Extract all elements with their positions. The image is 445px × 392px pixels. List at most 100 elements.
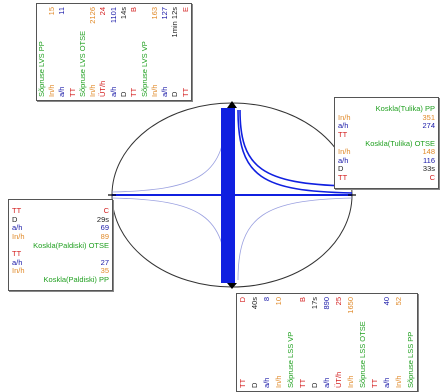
metric-row: ÜT/h 25 xyxy=(334,294,344,391)
metric-label: In/h xyxy=(47,84,57,97)
metric-row: TT B xyxy=(129,4,139,100)
metric-row: TT C xyxy=(9,207,112,216)
metric-row: a/h 11 xyxy=(57,4,67,100)
metric-row: a/h 890 xyxy=(321,294,332,391)
metric-row: TT C xyxy=(335,173,438,183)
metric-row: a/h 116 xyxy=(335,155,438,166)
approach-title: Sõpruse LSS PP xyxy=(405,294,416,391)
metric-label: In/h xyxy=(345,375,355,388)
metric-label: TT xyxy=(338,173,348,183)
metric-value: 163 xyxy=(149,7,159,20)
metric-value: 1650 xyxy=(345,297,355,314)
metric-row: TT xyxy=(335,130,438,140)
metric-label: TT xyxy=(369,378,379,388)
metric-label: TT xyxy=(297,378,307,388)
metric-label: a/h xyxy=(12,257,23,267)
approach-title: Sõpruse LVS OTSE xyxy=(78,4,88,100)
approach-title-text: Koskla(Paldiski) PP xyxy=(43,275,109,285)
approach-title: Sõpruse LSS OTSE xyxy=(358,294,368,391)
metric-row: In/h 148 xyxy=(335,148,438,157)
metric-value: E xyxy=(180,7,190,13)
rotated-content: TT D D 40s a/h 8 In/h 10 Sõpruse LSS VP TT B D 17s a/… xyxy=(237,294,417,391)
metric-label: In/h xyxy=(338,147,351,157)
metric-label: D xyxy=(12,214,18,224)
metric-label: a/h xyxy=(57,86,67,97)
metric-label: a/h xyxy=(261,377,271,388)
metric-label: a/h xyxy=(381,377,391,388)
metric-row: TT E xyxy=(180,4,191,100)
metric-row: D 17s xyxy=(309,294,320,391)
metric-label: TT xyxy=(12,249,22,259)
metric-label: In/h xyxy=(393,375,403,388)
panel-koskla-tulika: Koskla(Tulika) PP In/h 351 a/h 274 TT Koskla(T… xyxy=(334,97,439,189)
metric-value: 17s xyxy=(309,297,319,310)
metric-row: ÜT/h 24 xyxy=(98,4,108,100)
metric-label: a/h xyxy=(12,223,23,233)
metric-value: 10 xyxy=(273,297,283,306)
metric-value: B xyxy=(129,7,139,13)
metric-value: 127 xyxy=(160,7,170,20)
metric-value: 1101 xyxy=(108,7,118,24)
metric-row: a/h 69 xyxy=(9,224,112,233)
metric-value: 14s xyxy=(118,7,128,20)
metric-label: a/h xyxy=(321,377,331,388)
metric-value: 40s xyxy=(249,297,259,310)
metric-row: TT D xyxy=(238,294,248,391)
metric-row: TT xyxy=(67,4,78,100)
approach-title-text: Koskla(Paldiski) OTSE xyxy=(33,240,109,250)
approach-title: Koskla(Tulika) OTSE xyxy=(335,138,438,149)
approach-title: Sõpruse LSS VP xyxy=(286,294,296,391)
metric-value: 2126 xyxy=(88,7,98,24)
metric-row: a/h 40 xyxy=(381,294,392,391)
metric-row: In/h 2126 xyxy=(88,4,98,100)
approach-title: Sõpruse LVS PP xyxy=(37,4,47,100)
metric-row: D 1min 12s xyxy=(170,4,180,100)
metric-row: In/h 35 xyxy=(9,267,112,276)
metric-row: D 33s xyxy=(335,165,438,174)
metric-label: a/h xyxy=(108,86,118,97)
panel-sopruse-lvs: Sõpruse LVS PP In/h 15 a/h 11 TT Sõpruse LVS O… xyxy=(36,3,192,101)
metric-label: D xyxy=(309,382,319,388)
approach-title: Koskla(Paldiski) OTSE xyxy=(9,240,112,251)
metric-row: In/h 15 xyxy=(47,4,57,100)
metric-value: 33s xyxy=(422,164,435,174)
metric-row: In/h 52 xyxy=(393,294,404,391)
metric-label: In/h xyxy=(12,266,25,276)
metric-row: a/h 27 xyxy=(9,257,112,268)
flow-curve-top-left xyxy=(111,109,227,193)
metric-row: In/h 89 xyxy=(9,232,112,242)
metric-value: 15 xyxy=(47,7,57,16)
metric-label: D xyxy=(118,91,128,97)
metric-label: TT xyxy=(67,87,77,97)
metric-label: a/h xyxy=(338,155,349,165)
metric-row: In/h 1650 xyxy=(345,294,356,391)
arrow-up-icon xyxy=(227,101,237,108)
metric-value: 890 xyxy=(321,297,331,310)
metric-row: a/h 127 xyxy=(160,4,170,100)
metric-value: 69 xyxy=(100,223,109,233)
approach-title-text: Koskla(Tulika) OTSE xyxy=(365,138,435,148)
metric-label: In/h xyxy=(338,112,351,122)
metric-label: TT xyxy=(129,87,139,97)
panel-koskla-paldiski: TT C D 29s a/h 69 In/h 89 Koskla(Paldiski) OTSE T… xyxy=(8,199,113,291)
metric-row: D 29s xyxy=(9,214,112,225)
metric-row: TT B xyxy=(297,294,308,391)
metric-label: In/h xyxy=(149,84,159,97)
flow-curve-bottom-right xyxy=(237,197,353,281)
metric-label: a/h xyxy=(338,121,349,131)
direction-arrows xyxy=(108,101,356,289)
approach-title: Koskla(Tulika) PP xyxy=(335,105,438,114)
metric-row: a/h 8 xyxy=(261,294,272,391)
metric-label: In/h xyxy=(273,375,283,388)
metric-value: 29s xyxy=(96,214,109,224)
arrow-down-icon xyxy=(227,283,237,289)
metric-label: D xyxy=(338,164,344,174)
flow-curve-top-right-1 xyxy=(237,109,353,194)
metric-row: In/h 10 xyxy=(273,294,284,391)
metric-value: C xyxy=(103,206,109,216)
metric-value: 351 xyxy=(422,112,435,122)
approach-title-text: Sõpruse LVS VP xyxy=(139,41,149,97)
approach-title-text: Sõpruse LSS PP xyxy=(405,331,415,388)
metric-label: D xyxy=(170,91,180,97)
